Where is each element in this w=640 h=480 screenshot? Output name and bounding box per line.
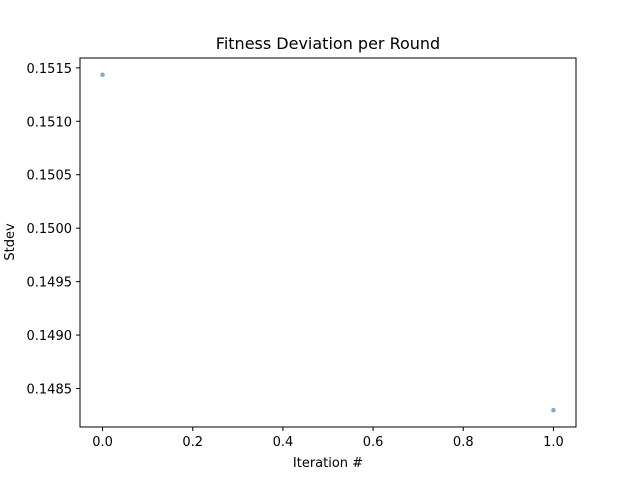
x-tick-label: 0.6	[363, 435, 384, 450]
x-tick-label: 0.8	[453, 435, 474, 450]
x-tick-label: 1.0	[543, 435, 564, 450]
y-axis: 0.1485 0.1490 0.1495 0.1500 0.1505 0.1510 0.15…	[27, 62, 80, 398]
x-axis-label: Iteration #	[293, 456, 363, 471]
y-tick-label: 0.1500	[27, 222, 73, 237]
data-point	[100, 72, 105, 78]
y-tick-label: 0.1505	[27, 169, 73, 184]
x-tick-label: 0.2	[182, 435, 203, 450]
chart-title: Fitness Deviation per Round	[216, 34, 440, 53]
data-points	[100, 72, 556, 413]
plot-area	[79, 57, 577, 428]
x-axis: 0.0 0.2 0.4 0.6 0.8 1.0	[92, 427, 564, 450]
y-tick-label: 0.1490	[27, 329, 73, 344]
y-axis-label: Stdev	[3, 223, 18, 261]
y-tick-label: 0.1515	[27, 62, 73, 77]
x-tick-label: 0.0	[92, 435, 113, 450]
y-tick-label: 0.1495	[27, 276, 73, 291]
y-tick-label: 0.1510	[27, 115, 73, 130]
y-tick-label: 0.1485	[27, 383, 73, 398]
x-tick-label: 0.4	[273, 435, 294, 450]
data-point	[551, 407, 556, 413]
